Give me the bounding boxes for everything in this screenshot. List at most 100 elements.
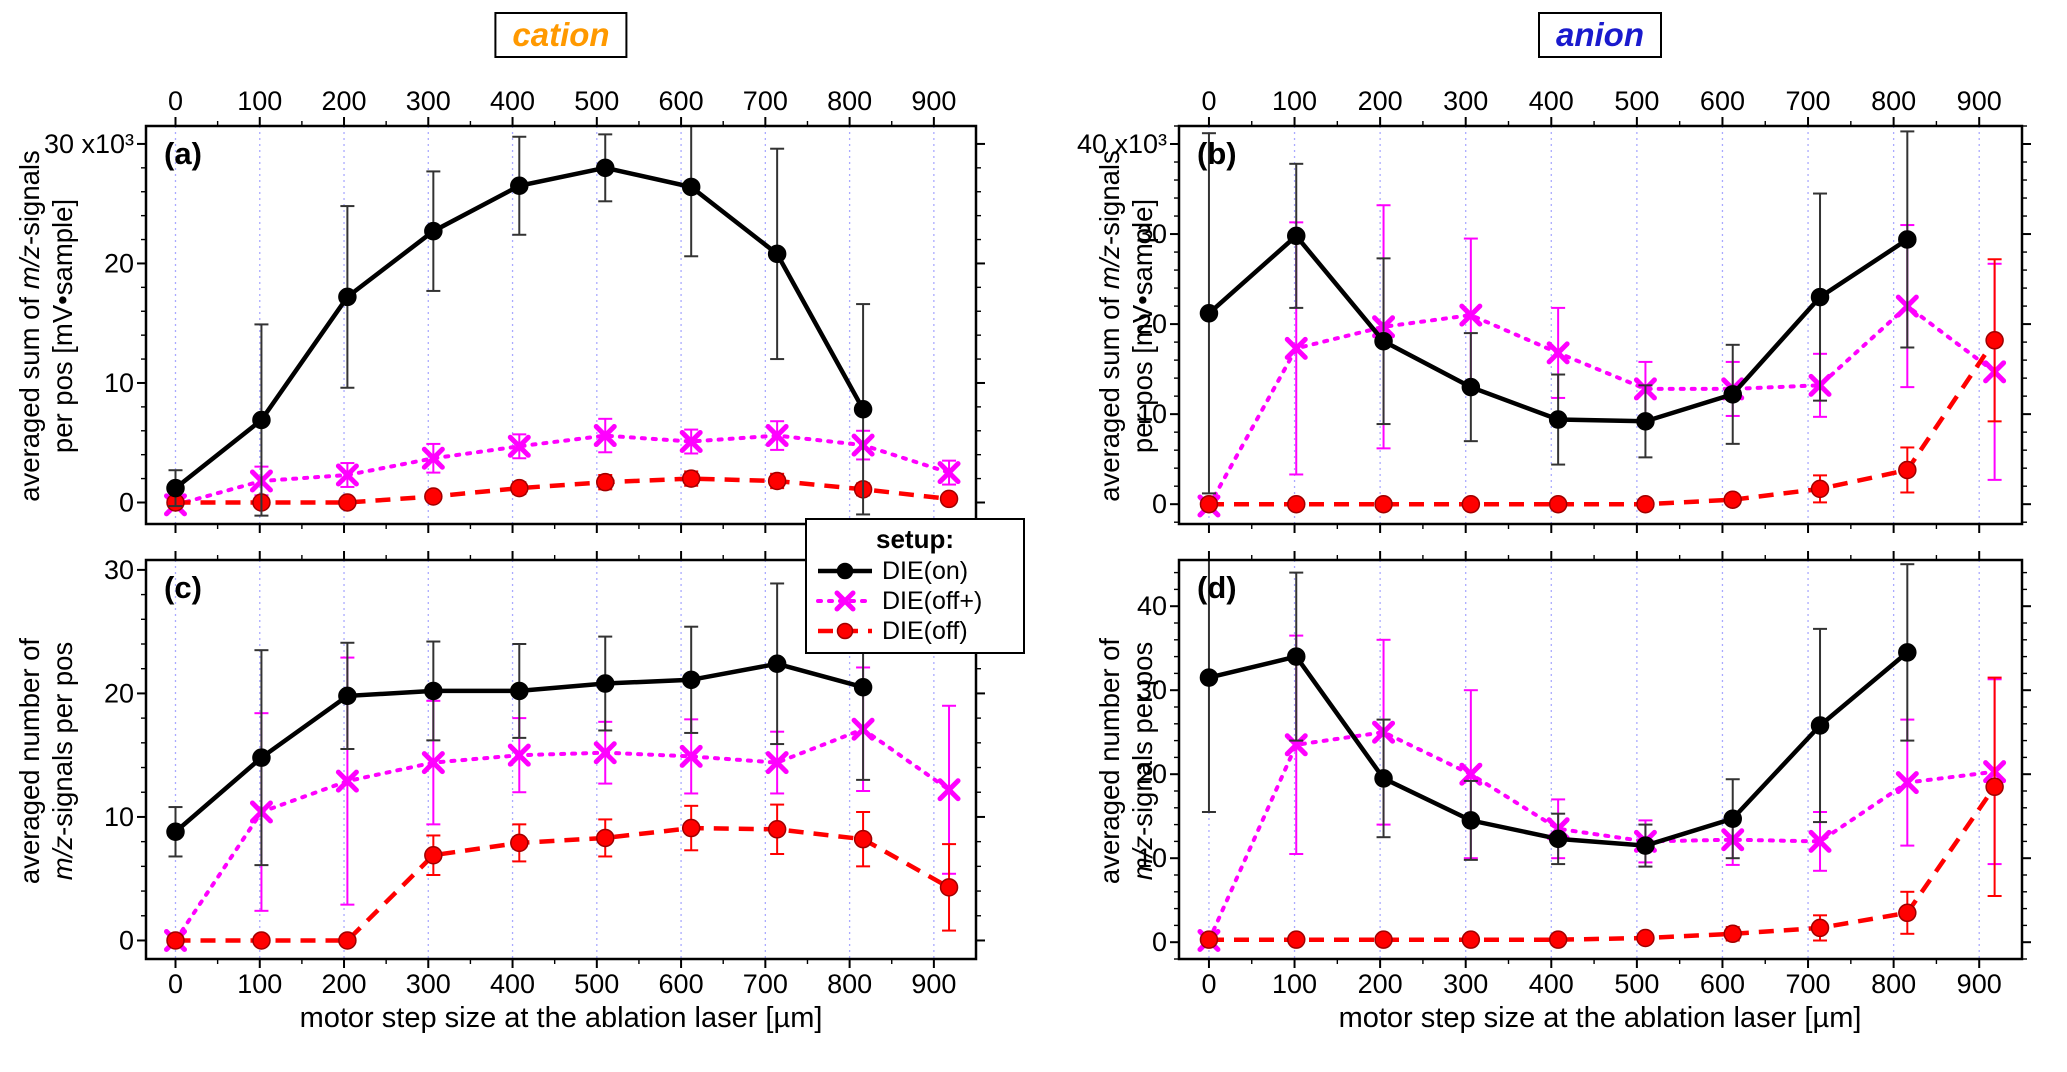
anion-header: anion bbox=[1538, 12, 1662, 58]
panel-d-series-DIE(on) bbox=[1199, 560, 1917, 868]
svg-text:200: 200 bbox=[1358, 86, 1403, 116]
panel-a-series-DIE(on) bbox=[166, 126, 873, 517]
panel-b: 0 100 200 300 400 500 600 700 800 900 0 10 20 30 40 x1… bbox=[1077, 86, 2031, 533]
panel-c-frame bbox=[144, 558, 978, 961]
panel-c: 0 100 200 300 400 500 600 700 800 900 0 10 20 30 bbox=[104, 551, 985, 999]
panel-b-series bbox=[1197, 130, 2007, 518]
panel-b-grid bbox=[1208, 126, 1980, 524]
svg-text:10: 10 bbox=[104, 802, 134, 832]
svg-text:10: 10 bbox=[1137, 399, 1167, 429]
panel-d-series-DIE(off) bbox=[1199, 676, 2004, 949]
svg-text:400: 400 bbox=[490, 969, 535, 999]
svg-text:700: 700 bbox=[1786, 969, 1831, 999]
svg-text:20: 20 bbox=[104, 248, 134, 278]
svg-text:800: 800 bbox=[1871, 969, 1916, 999]
panel-a-series-DIE(off) bbox=[166, 469, 959, 512]
svg-text:200: 200 bbox=[321, 969, 366, 999]
legend-item-die-off: DIE(off) bbox=[815, 616, 1015, 646]
panel-b-series-DIE(off+) bbox=[1197, 204, 2007, 518]
legend: setup: DIE(on) DIE(off+) DIE(off) bbox=[805, 518, 1025, 654]
panel-c-series bbox=[163, 582, 961, 952]
panel-a-axes: 0 100 200 300 400 500 600 700 800 900 0 10 20 30 x10³ bbox=[44, 86, 985, 533]
panel-d-frame bbox=[1177, 558, 2024, 961]
panel-d-series bbox=[1197, 560, 2007, 953]
svg-text:700: 700 bbox=[743, 969, 788, 999]
panel-label-c: (c) bbox=[164, 570, 202, 605]
x-axis-title-left: motor step size at the ablation laser [µ… bbox=[299, 1002, 823, 1034]
svg-text:0: 0 bbox=[1201, 969, 1216, 999]
y-axis-label-line: averaged number of bbox=[14, 637, 45, 885]
svg-text:900: 900 bbox=[1957, 969, 2002, 999]
svg-text:400: 400 bbox=[1529, 86, 1574, 116]
y-axis-label-line: m/z-signals per pos bbox=[1127, 641, 1158, 881]
svg-text:20: 20 bbox=[1137, 309, 1167, 339]
svg-text:100: 100 bbox=[1272, 969, 1317, 999]
panel-label-b: (b) bbox=[1197, 136, 1237, 171]
svg-text:900: 900 bbox=[1957, 86, 2002, 116]
die-off-plus-line-sample bbox=[816, 590, 874, 612]
y-axis-label-line: averaged sum of m/z-signals bbox=[14, 150, 45, 502]
panel-label-d: (d) bbox=[1197, 570, 1237, 605]
svg-text:0: 0 bbox=[119, 487, 134, 517]
svg-text:10: 10 bbox=[104, 368, 134, 398]
svg-text:400: 400 bbox=[490, 86, 535, 116]
legend-label: DIE(off+) bbox=[882, 586, 983, 615]
legend-item-die-on: DIE(on) bbox=[815, 556, 1015, 586]
svg-text:10: 10 bbox=[1137, 843, 1167, 873]
svg-text:300: 300 bbox=[1443, 969, 1488, 999]
panel-a-frame bbox=[144, 124, 978, 526]
legend-label: DIE(on) bbox=[882, 556, 969, 585]
svg-text:40: 40 bbox=[1137, 591, 1167, 621]
svg-text:0: 0 bbox=[168, 969, 183, 999]
svg-text:300: 300 bbox=[1443, 86, 1488, 116]
svg-text:0: 0 bbox=[119, 925, 134, 955]
y-axis-label-panel-d: averaged number of m/z-signals per pos bbox=[1091, 546, 1161, 976]
panel-a: 0 100 200 300 400 500 600 700 800 900 0 10 20 30 x10³ bbox=[44, 86, 985, 533]
legend-item-die-off-plus: DIE(off+) bbox=[815, 586, 1015, 616]
svg-text:900: 900 bbox=[911, 86, 956, 116]
y-axis-label-panel-b: averaged sum of m/z-signals per pos [mV•… bbox=[1091, 111, 1161, 541]
svg-text:600: 600 bbox=[1700, 969, 1745, 999]
y-axis-label-line: per pos [mV•sample] bbox=[47, 198, 78, 454]
svg-text:0: 0 bbox=[168, 86, 183, 116]
legend-title: setup: bbox=[876, 524, 954, 554]
y-axis-label-panel-a: averaged sum of m/z-signals per pos [mV•… bbox=[11, 111, 81, 541]
svg-text:40 x10³: 40 x10³ bbox=[1077, 129, 1167, 159]
svg-text:600: 600 bbox=[659, 86, 704, 116]
svg-text:0: 0 bbox=[1201, 86, 1216, 116]
svg-text:30: 30 bbox=[1137, 675, 1167, 705]
svg-text:800: 800 bbox=[1871, 86, 1916, 116]
svg-text:100: 100 bbox=[1272, 86, 1317, 116]
svg-text:300: 300 bbox=[406, 969, 451, 999]
svg-text:900: 900 bbox=[911, 969, 956, 999]
svg-text:0: 0 bbox=[1152, 489, 1167, 519]
y-axis-label-panel-c: averaged number of m/z-signals per pos bbox=[11, 546, 81, 976]
svg-text:100: 100 bbox=[237, 86, 282, 116]
y-axis-label-line: per pos [mV•sample] bbox=[1127, 198, 1158, 454]
panel-a-series-DIE(off+) bbox=[163, 417, 961, 517]
svg-text:300: 300 bbox=[406, 86, 451, 116]
panel-c-axes: 0 100 200 300 400 500 600 700 800 900 0 10 20 30 bbox=[104, 551, 985, 999]
svg-text:500: 500 bbox=[1614, 969, 1659, 999]
panel-d-grid bbox=[1208, 560, 1980, 959]
svg-text:100: 100 bbox=[237, 969, 282, 999]
y-axis-label-line: averaged number of bbox=[1094, 637, 1125, 885]
svg-text:30: 30 bbox=[104, 555, 134, 585]
panel-b-frame bbox=[1177, 124, 2024, 526]
svg-text:700: 700 bbox=[1786, 86, 1831, 116]
y-axis-label-line: averaged sum of m/z-signals bbox=[1094, 150, 1125, 502]
legend-label: DIE(off) bbox=[882, 616, 968, 645]
y-axis-label-line: m/z-signals per pos bbox=[47, 641, 78, 881]
panel-d: 0 100 200 300 400 500 600 700 800 900 0 10 20 30 40 bbox=[1137, 551, 2031, 999]
svg-text:200: 200 bbox=[321, 86, 366, 116]
svg-text:20: 20 bbox=[104, 678, 134, 708]
panel-a-series bbox=[163, 126, 961, 517]
svg-text:600: 600 bbox=[659, 969, 704, 999]
panel-a-grid bbox=[174, 126, 935, 524]
svg-text:0: 0 bbox=[1152, 927, 1167, 957]
svg-text:500: 500 bbox=[1614, 86, 1659, 116]
panel-label-a: (a) bbox=[164, 136, 202, 171]
x-axis-title-right: motor step size at the ablation laser [µ… bbox=[1338, 1002, 1862, 1034]
panel-c-series-DIE(off+) bbox=[163, 656, 961, 952]
